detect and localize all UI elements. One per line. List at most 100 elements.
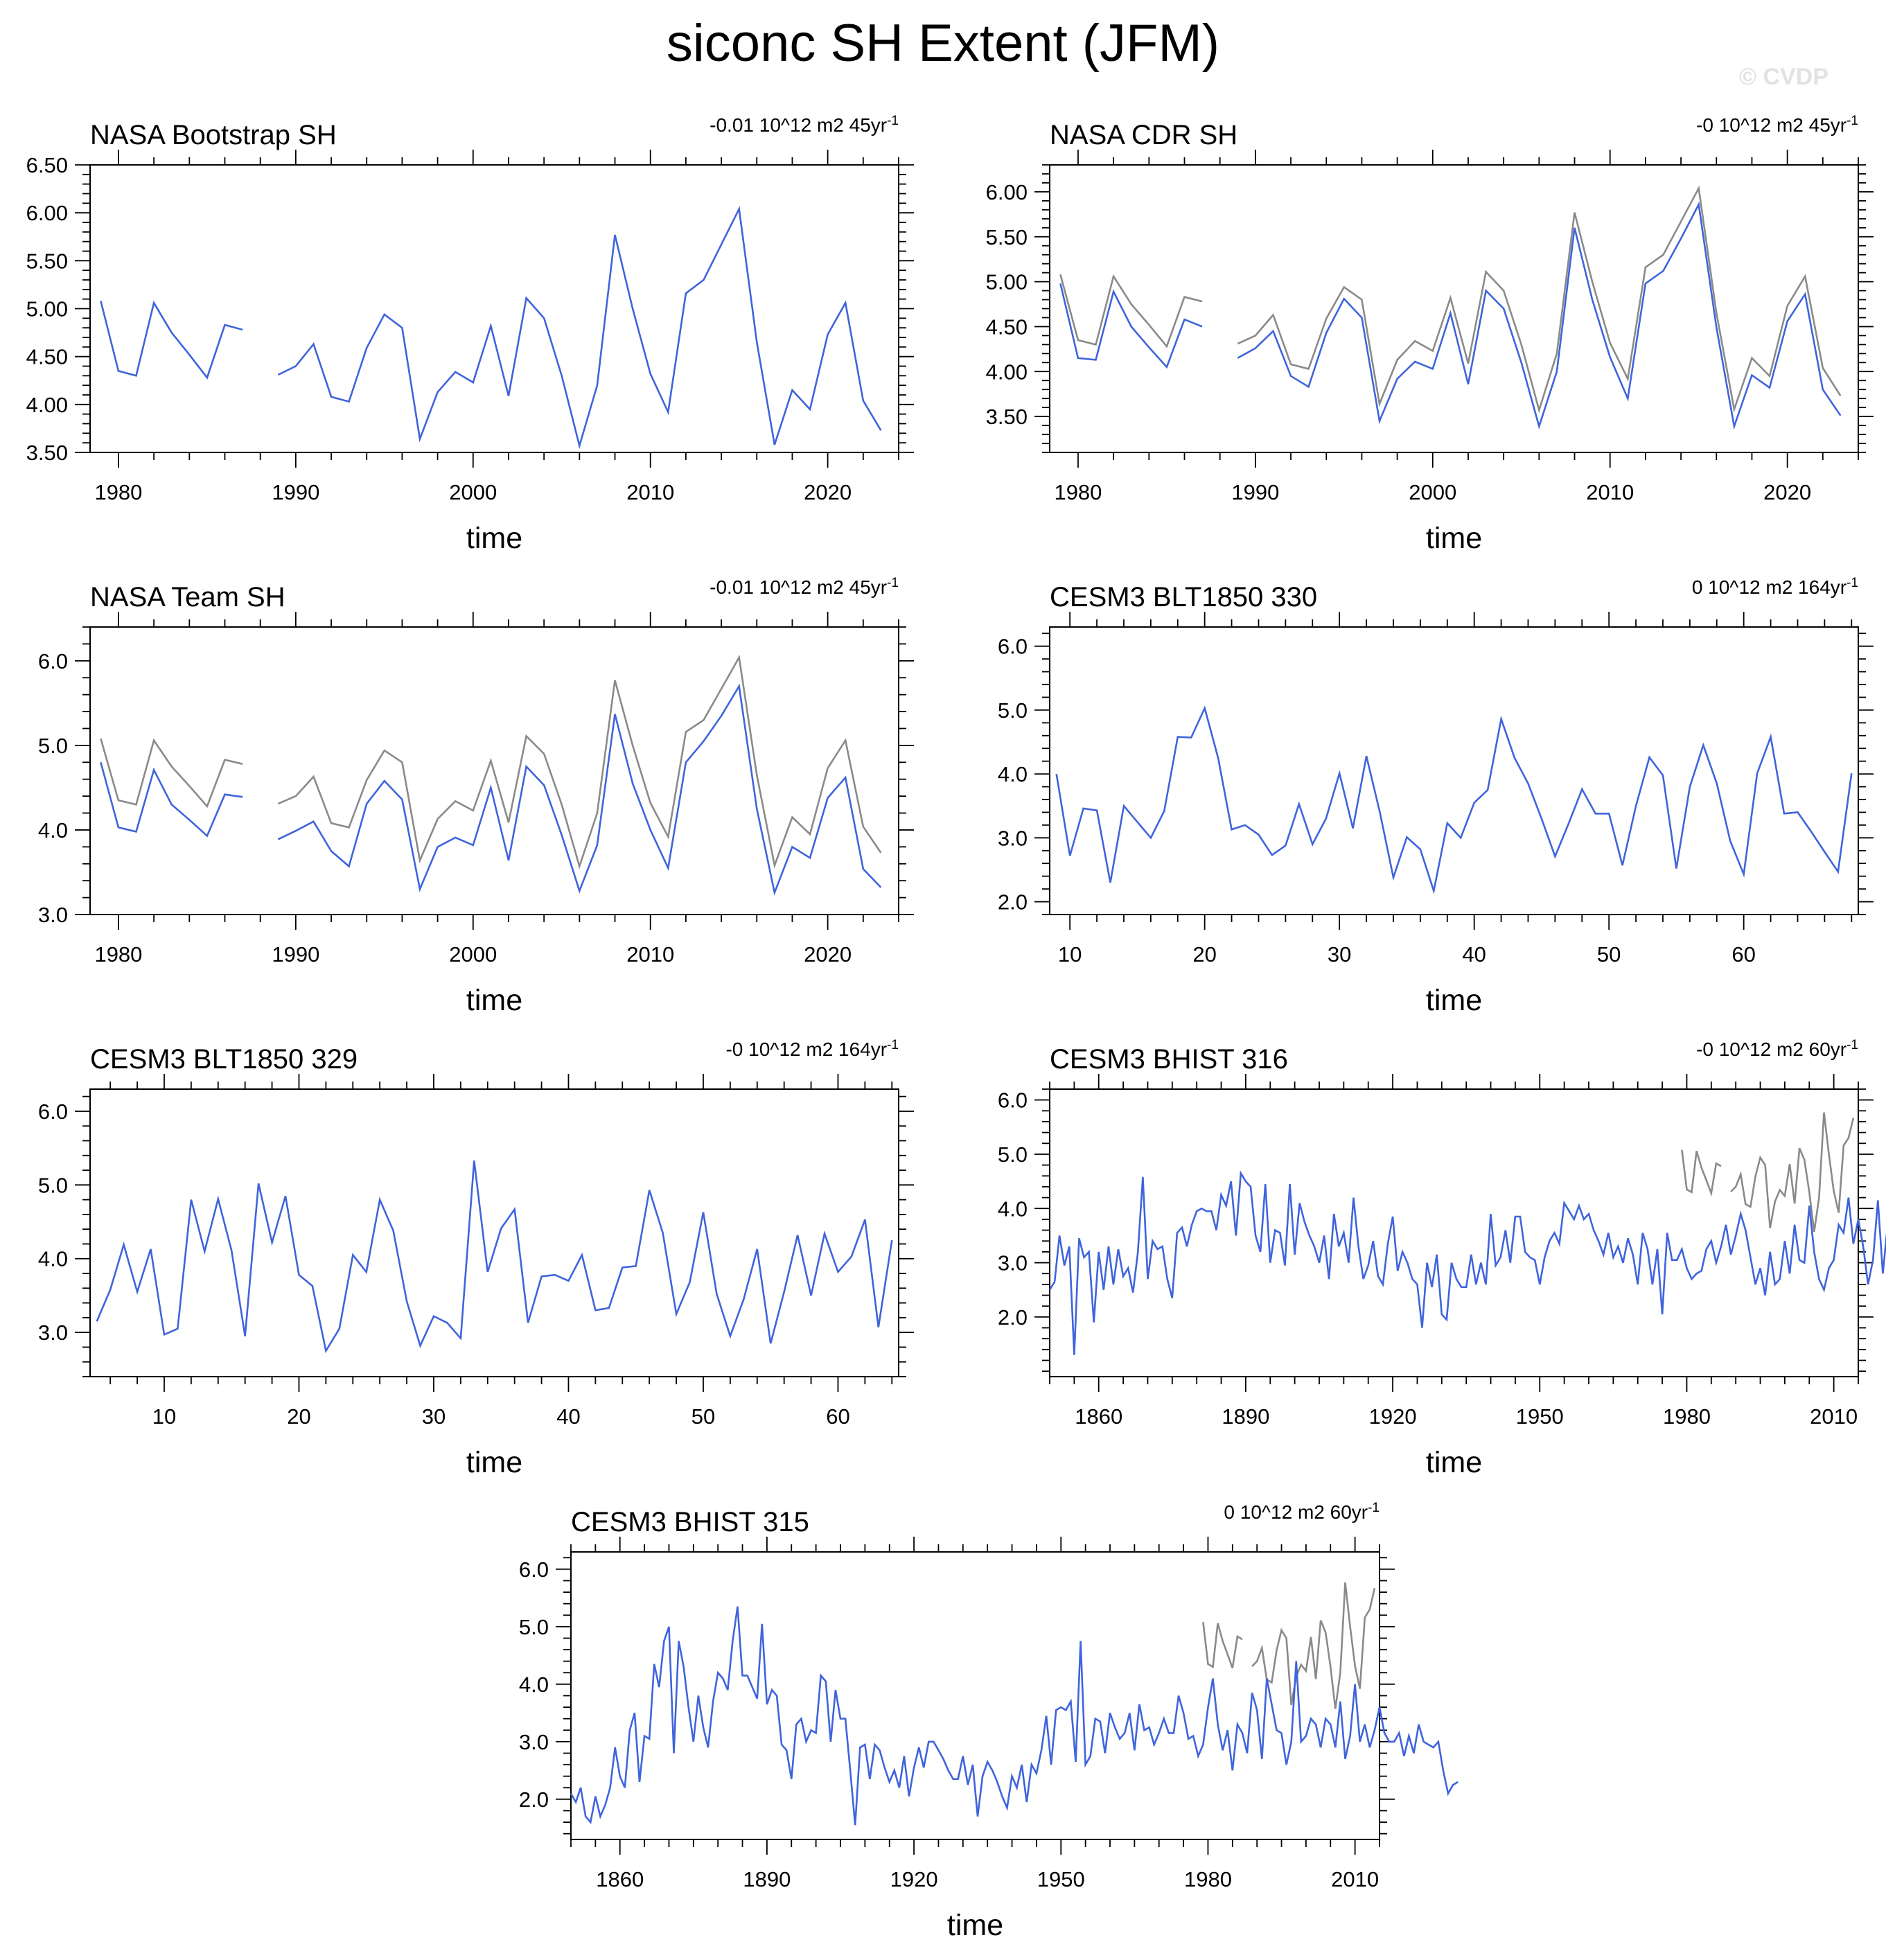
model-series-line xyxy=(1059,201,1842,430)
y-tick-label: 3.50 xyxy=(26,441,68,465)
trend-superscript: -1 xyxy=(1368,1501,1380,1515)
panel-p1: NASA Bootstrap SH -0.01 10^12 m2 45yr-1 3.… xyxy=(26,114,914,555)
panel-p2: NASA CDR SH -0 10^12 m2 45yr-1 3.50 4.00 4.5… xyxy=(986,114,1874,555)
y-tick-label: 6.50 xyxy=(26,153,68,177)
x-tick-label: 2000 xyxy=(1409,480,1456,504)
x-axis-title: time xyxy=(947,1909,1003,1942)
x-tick-label: 50 xyxy=(1597,942,1621,966)
x-tick-label: 50 xyxy=(691,1404,715,1429)
trend-text: -0 10^12 m2 164yr xyxy=(725,1039,887,1060)
x-tick-label: 40 xyxy=(1462,942,1486,966)
y-tick-label: 4.50 xyxy=(26,345,68,369)
observed-series-line xyxy=(1681,1112,1855,1233)
y-tick-label: 4.0 xyxy=(998,1197,1028,1221)
y-tick-label: 5.0 xyxy=(519,1615,549,1639)
x-tick-label: 1980 xyxy=(94,942,142,966)
model-series-line xyxy=(1055,705,1853,895)
y-tick-label: 6.0 xyxy=(38,649,68,673)
y-tick-label: 5.0 xyxy=(998,1142,1028,1167)
panel-title: CESM3 BLT1850 329 xyxy=(90,1044,358,1075)
x-axis-title: time xyxy=(466,984,522,1017)
plot-frame xyxy=(1049,626,1859,915)
y-tick-label: 5.00 xyxy=(26,297,68,321)
observed-series-line xyxy=(1059,185,1842,414)
y-tick-label: 6.0 xyxy=(38,1100,68,1124)
x-tick-label: 60 xyxy=(1731,942,1755,966)
panel-title: CESM3 BLT1850 330 xyxy=(1050,582,1317,612)
x-tick-label: 2010 xyxy=(1586,480,1634,504)
x-tick-label: 2010 xyxy=(1331,1867,1379,1891)
y-tick-label: 4.0 xyxy=(998,762,1028,786)
model-series-line xyxy=(96,1160,893,1354)
panel-p4: CESM3 BLT1850 330 0 10^12 m2 164yr-1 2.0 3.… xyxy=(998,576,1874,1017)
trend-superscript: -1 xyxy=(887,114,899,128)
main-title: siconc SH Extent (JFM) xyxy=(666,14,1220,73)
model-series-line xyxy=(100,683,882,896)
x-axis-title: time xyxy=(1426,984,1482,1017)
model-series-line xyxy=(1048,1170,1886,1355)
y-tick-label: 3.0 xyxy=(38,903,68,927)
x-tick-label: 2010 xyxy=(626,942,674,966)
x-tick-label: 1980 xyxy=(94,480,142,504)
x-tick-label: 30 xyxy=(422,1404,446,1429)
y-tick-label: 2.0 xyxy=(998,890,1028,915)
x-tick-label: 1950 xyxy=(1037,1867,1085,1891)
x-tick-label: 2010 xyxy=(626,480,674,504)
x-tick-label: 1980 xyxy=(1663,1404,1711,1429)
panel-p6: CESM3 BHIST 316 -0 10^12 m2 60yr-1 2.0 3.0 4… xyxy=(998,1038,1886,1479)
trend-superscript: -1 xyxy=(1847,576,1858,590)
x-tick-label: 1990 xyxy=(1231,480,1279,504)
y-tick-label: 3.0 xyxy=(38,1321,68,1345)
trend-text: -0.01 10^12 m2 45yr xyxy=(710,114,887,136)
x-tick-label: 10 xyxy=(152,1404,176,1429)
panel-title: NASA CDR SH xyxy=(1050,120,1237,150)
x-tick-label: 1950 xyxy=(1516,1404,1564,1429)
x-tick-label: 2020 xyxy=(804,480,852,504)
y-tick-label: 6.00 xyxy=(986,180,1028,204)
y-tick-label: 5.0 xyxy=(38,734,68,758)
x-tick-label: 1980 xyxy=(1054,480,1102,504)
trend-superscript: -1 xyxy=(887,1038,899,1052)
y-tick-label: 6.0 xyxy=(998,635,1028,659)
trend-superscript: -1 xyxy=(887,576,899,590)
x-tick-label: 60 xyxy=(826,1404,849,1429)
x-axis-title: time xyxy=(466,1446,522,1479)
panel-p7: CESM3 BHIST 315 0 10^12 m2 60yr-1 2.0 3.0 4.… xyxy=(519,1501,1458,1942)
panel-p3: NASA Team SH -0.01 10^12 m2 45yr-1 3.0 4.0 5… xyxy=(38,576,914,1017)
model-series-line xyxy=(100,206,882,450)
x-tick-label: 1860 xyxy=(596,1867,644,1891)
x-tick-label: 1990 xyxy=(272,942,319,966)
trend-label: -0 10^12 m2 60yr-1 xyxy=(1696,1038,1858,1060)
x-tick-label: 1890 xyxy=(1222,1404,1269,1429)
trend-label: -0.01 10^12 m2 45yr-1 xyxy=(710,114,899,136)
plot-frame xyxy=(89,626,899,915)
trend-text: -0.01 10^12 m2 45yr xyxy=(710,576,887,598)
y-tick-label: 6.00 xyxy=(26,201,68,225)
trend-label: -0.01 10^12 m2 45yr-1 xyxy=(710,576,899,598)
y-tick-label: 3.0 xyxy=(519,1730,549,1754)
trend-superscript: -1 xyxy=(1847,114,1858,128)
observed-series-line xyxy=(1202,1582,1376,1709)
trend-label: 0 10^12 m2 164yr-1 xyxy=(1692,576,1858,598)
y-tick-label: 5.00 xyxy=(986,270,1028,294)
x-axis-title: time xyxy=(1426,1446,1482,1479)
x-tick-label: 1920 xyxy=(1369,1404,1417,1429)
panel-title: CESM3 BHIST 316 xyxy=(1050,1044,1288,1075)
x-tick-label: 1920 xyxy=(890,1867,938,1891)
panel-title: NASA Bootstrap SH xyxy=(90,120,337,150)
y-tick-label: 4.00 xyxy=(986,360,1028,384)
plot-frame xyxy=(89,164,899,453)
x-tick-label: 1890 xyxy=(743,1867,791,1891)
watermark: © CVDP xyxy=(1739,64,1828,90)
trend-text: 0 10^12 m2 164yr xyxy=(1692,576,1847,598)
y-tick-label: 4.0 xyxy=(38,1247,68,1271)
x-tick-label: 2020 xyxy=(1763,480,1811,504)
trend-text: -0 10^12 m2 45yr xyxy=(1696,114,1847,136)
y-tick-label: 6.0 xyxy=(519,1557,549,1582)
trend-text: -0 10^12 m2 60yr xyxy=(1696,1039,1847,1060)
x-tick-label: 2010 xyxy=(1810,1404,1858,1429)
y-tick-label: 3.50 xyxy=(986,405,1028,429)
observed-series-line xyxy=(100,654,882,869)
y-tick-label: 5.0 xyxy=(998,698,1028,723)
